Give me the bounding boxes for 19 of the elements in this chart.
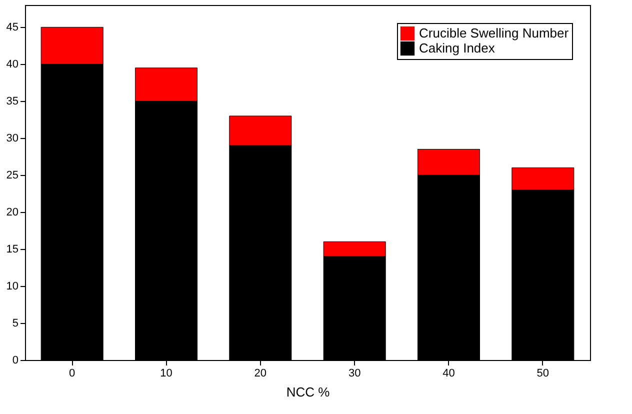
y-tick-label: 35 <box>6 96 18 108</box>
x-axis-title: NCC % <box>286 384 330 400</box>
legend-label: Caking Index <box>419 40 496 56</box>
y-tick-label: 15 <box>6 244 18 256</box>
y-tick-label: 0 <box>12 354 18 366</box>
x-tick-label: 10 <box>160 368 172 380</box>
y-tick-label: 10 <box>6 280 18 293</box>
y-tick-label: 40 <box>6 58 18 71</box>
y-tick-label: 20 <box>6 206 18 219</box>
y-tick-label: 5 <box>12 318 18 330</box>
x-tick-label: 0 <box>69 368 76 380</box>
x-tick-label: 20 <box>254 368 267 380</box>
x-tick-label: 50 <box>536 368 550 380</box>
legend-label: Crucible Swelling Number <box>419 26 570 40</box>
y-tick-label: 30 <box>6 132 18 145</box>
x-tick-label: 40 <box>442 368 455 380</box>
y-tick-label: 45 <box>6 22 18 34</box>
y-tick-label: 25 <box>6 170 18 182</box>
x-tick-label: 30 <box>348 368 361 380</box>
